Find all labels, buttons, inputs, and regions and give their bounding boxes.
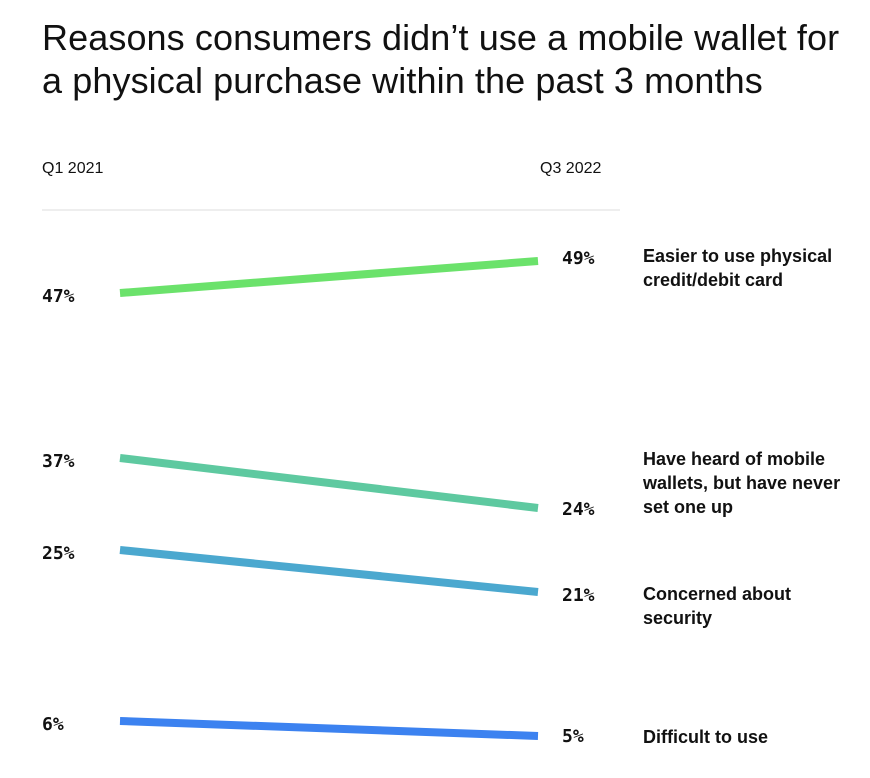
series-name-label: Have heard of mobile wallets, but have ne… — [642, 449, 840, 517]
end-value-label: 5% — [562, 726, 584, 747]
start-value-label: 6% — [42, 714, 64, 735]
start-value-label: 47% — [42, 286, 75, 307]
end-value-label: 49% — [562, 248, 595, 269]
end-value-label: 24% — [562, 499, 595, 520]
start-value-label: 25% — [42, 543, 75, 564]
series-line — [119, 717, 539, 740]
period-end-label: Q3 2022 — [540, 160, 602, 177]
start-value-label: 37% — [42, 451, 75, 472]
series-line — [119, 454, 539, 512]
series-line — [119, 546, 539, 596]
series-name-label: Concerned about security — [643, 584, 791, 628]
period-start-label: Q1 2021 — [42, 160, 104, 177]
series-name-label: Easier to use physical credit/debit card — [643, 246, 832, 290]
series-line — [119, 257, 539, 297]
series-name-label: Difficult to use — [643, 727, 768, 747]
chart-title: Reasons consumers didn’t use a mobile wa… — [42, 17, 840, 101]
end-value-label: 21% — [562, 585, 595, 606]
